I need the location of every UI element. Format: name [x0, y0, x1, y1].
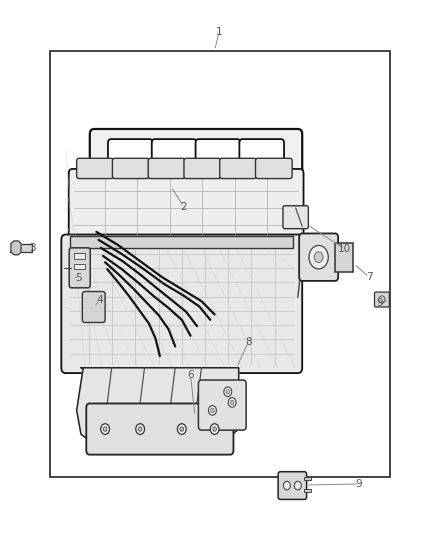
Text: 9: 9 — [377, 298, 384, 308]
Text: 5: 5 — [75, 273, 82, 283]
Bar — [304, 477, 311, 480]
FancyBboxPatch shape — [283, 206, 308, 229]
Circle shape — [101, 424, 110, 434]
Bar — [335, 243, 353, 272]
Text: 10: 10 — [338, 244, 351, 254]
FancyBboxPatch shape — [69, 169, 304, 247]
FancyBboxPatch shape — [239, 139, 284, 166]
FancyBboxPatch shape — [61, 235, 302, 373]
Bar — [74, 264, 85, 269]
Circle shape — [211, 408, 214, 413]
FancyBboxPatch shape — [220, 158, 256, 179]
Circle shape — [228, 398, 236, 407]
Circle shape — [210, 424, 219, 434]
FancyBboxPatch shape — [299, 233, 338, 281]
Bar — [50, 51, 390, 477]
FancyBboxPatch shape — [86, 403, 233, 455]
Circle shape — [136, 424, 145, 434]
FancyBboxPatch shape — [195, 139, 240, 166]
FancyBboxPatch shape — [152, 139, 196, 166]
Text: 7: 7 — [366, 272, 373, 282]
FancyBboxPatch shape — [82, 292, 105, 322]
Circle shape — [138, 427, 142, 431]
FancyBboxPatch shape — [90, 129, 302, 176]
Bar — [74, 253, 85, 259]
FancyBboxPatch shape — [77, 158, 113, 179]
Polygon shape — [11, 241, 21, 255]
FancyBboxPatch shape — [374, 292, 389, 307]
Circle shape — [294, 481, 301, 490]
Bar — [70, 236, 293, 248]
Circle shape — [180, 427, 184, 431]
FancyBboxPatch shape — [255, 158, 292, 179]
Bar — [11, 244, 32, 252]
Text: 9: 9 — [356, 479, 363, 489]
Circle shape — [208, 406, 216, 415]
FancyBboxPatch shape — [278, 472, 307, 499]
FancyBboxPatch shape — [148, 158, 185, 179]
FancyBboxPatch shape — [108, 139, 152, 166]
FancyBboxPatch shape — [69, 248, 90, 288]
Text: 3: 3 — [29, 243, 36, 253]
Text: 8: 8 — [245, 337, 252, 347]
Text: 6: 6 — [187, 370, 194, 379]
FancyBboxPatch shape — [198, 380, 246, 430]
Polygon shape — [77, 368, 239, 445]
Circle shape — [213, 427, 216, 431]
FancyBboxPatch shape — [113, 158, 149, 179]
Circle shape — [230, 400, 234, 405]
Circle shape — [226, 390, 230, 394]
Circle shape — [283, 481, 290, 490]
Circle shape — [309, 245, 328, 269]
Circle shape — [177, 424, 186, 434]
Circle shape — [379, 296, 385, 303]
Bar — [304, 489, 311, 492]
FancyBboxPatch shape — [184, 158, 221, 179]
Text: 4: 4 — [96, 295, 103, 305]
Circle shape — [314, 252, 323, 263]
Text: 1: 1 — [215, 27, 223, 37]
Circle shape — [224, 387, 232, 397]
Text: 2: 2 — [180, 202, 187, 212]
Circle shape — [103, 427, 107, 431]
